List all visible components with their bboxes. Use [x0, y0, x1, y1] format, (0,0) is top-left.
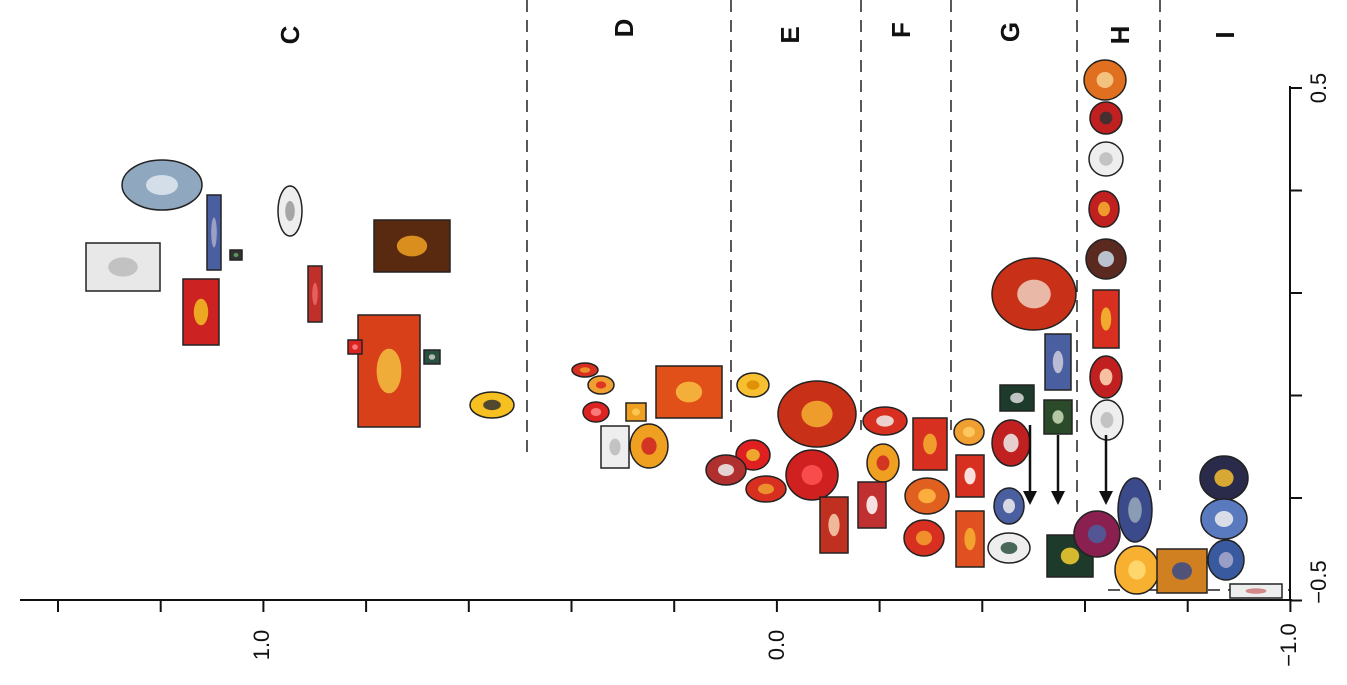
bead-pattern [1100, 412, 1114, 428]
bead-pattern [193, 298, 209, 326]
bead-pattern [964, 527, 976, 551]
bead-pattern [1052, 410, 1064, 424]
ticks [57, 87, 1302, 612]
bead-pattern [1087, 524, 1107, 544]
bead-pattern [1017, 279, 1051, 309]
bead-pattern [866, 495, 878, 515]
bead-pattern [1098, 251, 1114, 267]
bead-pattern [211, 217, 217, 248]
bead-pattern [876, 455, 890, 471]
bead-pattern [396, 235, 428, 257]
group-label: G [995, 22, 1025, 42]
bead-pattern [918, 488, 936, 504]
bead-pattern [1218, 552, 1234, 568]
bead-pattern [352, 344, 358, 350]
bead-pattern [801, 400, 833, 428]
y-tick-label: 0.5 [1306, 73, 1331, 104]
group-label: C [275, 25, 305, 44]
bead-pattern [758, 483, 774, 495]
bead-pattern [1128, 497, 1142, 523]
bead-pattern [483, 399, 501, 411]
bead-pattern [312, 282, 318, 306]
bead-pattern [108, 257, 138, 277]
bead-pattern [1099, 368, 1113, 386]
bead-pattern [1172, 562, 1192, 580]
bead-pattern [964, 467, 976, 485]
bead-pattern [233, 253, 239, 257]
group-label: D [609, 19, 639, 38]
bead-pattern [1245, 588, 1267, 594]
bead-pattern [609, 438, 621, 456]
bead-pattern [923, 433, 937, 455]
bead-pattern [1060, 547, 1080, 565]
bead-pattern [1000, 542, 1018, 554]
group-label: I [1210, 31, 1240, 38]
bead-pattern [963, 426, 975, 438]
y-tick-label: −0.5 [1306, 560, 1331, 603]
bead-pattern [1096, 72, 1114, 88]
bead-pattern [1128, 560, 1146, 580]
bead-pattern [590, 408, 602, 416]
bead-pattern [579, 367, 591, 373]
bead-pattern [718, 464, 734, 476]
bead-pattern [1099, 152, 1113, 166]
bead-pattern [1010, 392, 1024, 404]
bead-pattern [1214, 511, 1234, 527]
labels: C D E F G H I 1.0 0.0 −1.0 0.5 −0.5 [249, 19, 1331, 667]
bead-pattern [1099, 111, 1113, 125]
arrow-head [1099, 491, 1113, 505]
bead-pattern [801, 465, 823, 485]
bead [999, 384, 1035, 412]
bead-pattern [1052, 350, 1064, 374]
bead-pattern [428, 354, 436, 360]
bead-pattern [675, 381, 703, 403]
beads [85, 59, 1283, 599]
group-label: F [886, 22, 916, 38]
group-label: H [1105, 26, 1135, 45]
bead-pattern [376, 348, 402, 394]
bead-pattern [146, 175, 178, 195]
bead-pattern [595, 381, 607, 389]
axes [20, 86, 1292, 601]
bead-pattern [1003, 433, 1019, 453]
bead-pattern [916, 530, 932, 546]
bead-pattern [746, 449, 760, 461]
bead-pattern [746, 380, 760, 390]
bead-pattern [1214, 469, 1234, 487]
x-tick-label: 1.0 [249, 630, 274, 661]
bead-pattern [828, 513, 840, 537]
dividers [526, 0, 1290, 591]
bead-pattern [876, 415, 894, 427]
bead-pattern [632, 408, 640, 416]
bead-pattern [1100, 307, 1112, 331]
x-tick-label: −1.0 [1276, 623, 1301, 666]
group-label: E [775, 26, 805, 43]
bead-pattern [285, 201, 295, 221]
bead-pattern [1098, 201, 1110, 217]
bead-pattern [1003, 498, 1015, 514]
bead-pattern [641, 437, 657, 455]
arrow-head [1051, 491, 1065, 505]
x-tick-label: 0.0 [764, 630, 789, 661]
arrow-head [1023, 491, 1037, 505]
